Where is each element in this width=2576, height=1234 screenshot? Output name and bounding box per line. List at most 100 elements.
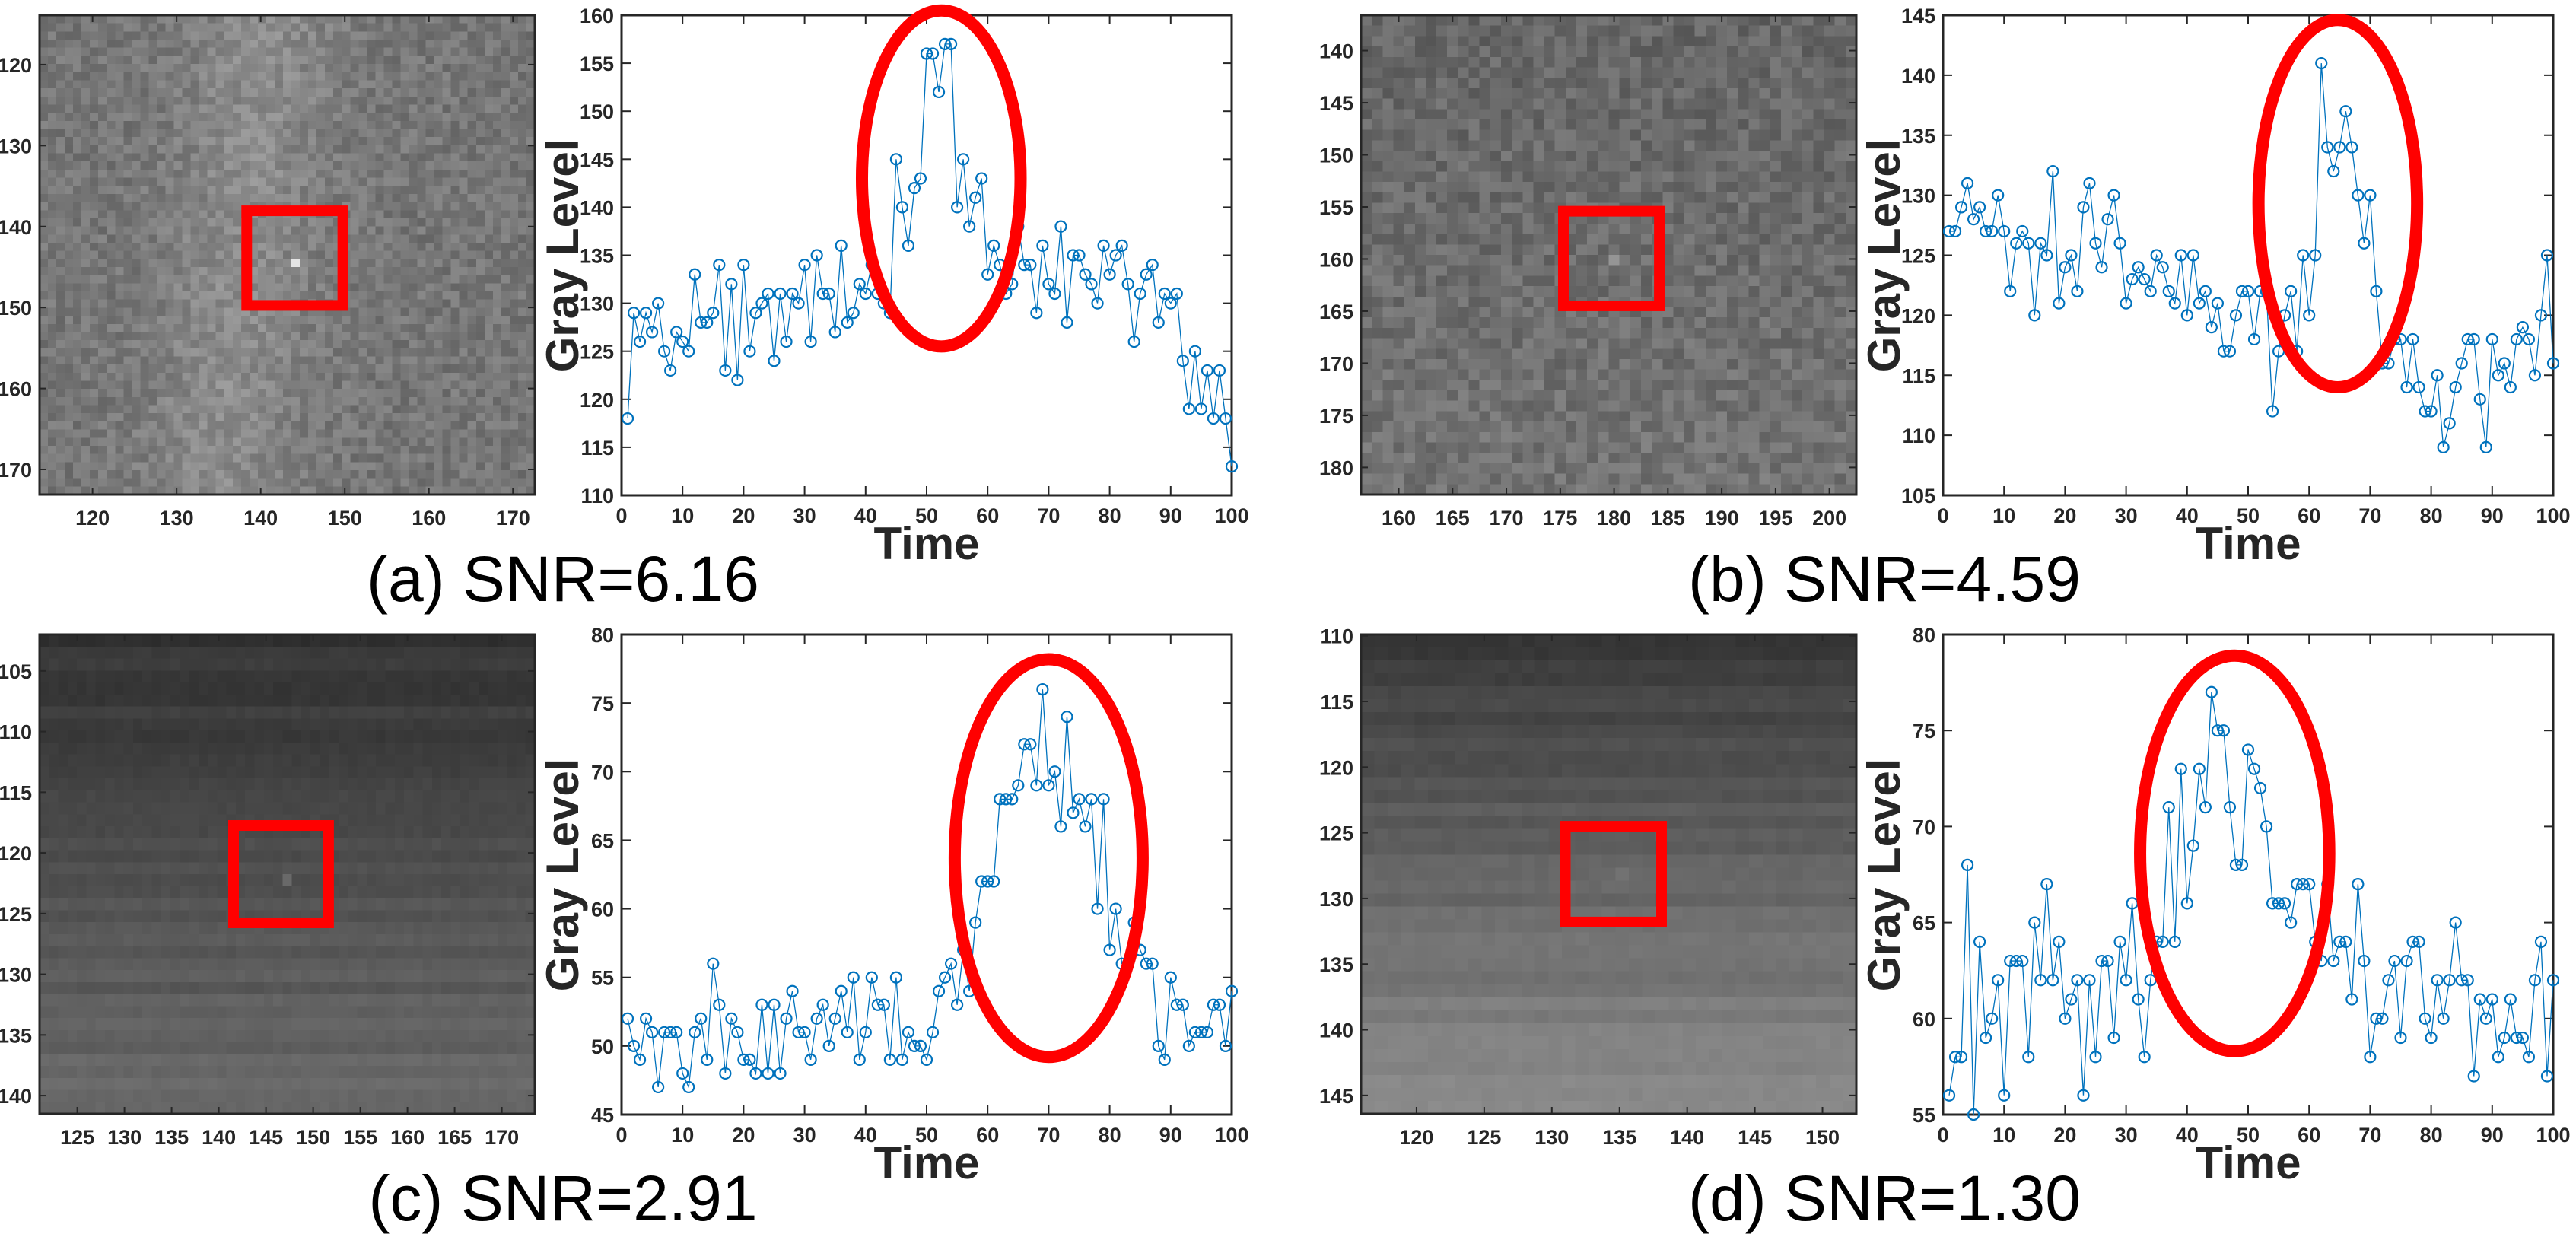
y-tick-label: 55 [1913, 1104, 1935, 1127]
y-tick-label: 135 [1901, 125, 1935, 148]
data-point [1998, 224, 2011, 238]
data-point [822, 287, 835, 301]
data-point [768, 355, 781, 367]
image-y-tick-label: 125 [0, 903, 32, 926]
data-point [725, 278, 738, 291]
data-point [822, 1039, 835, 1052]
image-y-tick-label: 160 [1319, 248, 1353, 271]
data-point [1188, 1026, 1201, 1038]
data-point [2443, 417, 2456, 430]
data-point [2217, 345, 2231, 358]
data-point [639, 1012, 653, 1025]
x-tick-label: 90 [2481, 504, 2504, 527]
data-point [2022, 1051, 2035, 1064]
image-y-tick-label: 165 [1319, 301, 1353, 323]
data-point [2546, 357, 2560, 370]
data-point [2455, 974, 2468, 987]
data-point [2168, 297, 2181, 310]
image-x-tick-label: 170 [1490, 507, 1524, 530]
image-y-tick-label: 130 [0, 135, 32, 157]
data-point [2101, 213, 2114, 226]
x-tick-label: 70 [1037, 504, 1060, 527]
data-point [645, 326, 659, 339]
data-point [1194, 1026, 1208, 1038]
x-tick-label: 20 [732, 504, 755, 527]
x-tick-label: 90 [2481, 1124, 2504, 1147]
data-point [707, 307, 720, 320]
data-point [2193, 297, 2206, 310]
data-point [889, 153, 903, 166]
data-point [1121, 278, 1134, 291]
data-point [2211, 297, 2224, 310]
x-tick-label: 0 [615, 1124, 627, 1147]
data-point [1225, 460, 1239, 473]
y-tick-label: 110 [580, 485, 614, 507]
image-y-tick-label: 110 [0, 721, 32, 744]
image-x-tick-label: 180 [1597, 507, 1631, 530]
data-point [762, 1067, 774, 1080]
x-tick-label: 70 [1037, 1124, 1060, 1147]
data-point [2285, 285, 2298, 297]
image-y-tick-label: 150 [0, 297, 32, 320]
infrared-image-d [1361, 634, 1856, 1114]
data-point [2534, 309, 2548, 322]
data-point [2022, 237, 2035, 250]
data-point [2303, 878, 2316, 891]
data-point [2345, 141, 2358, 154]
data-point [1115, 239, 1128, 252]
image-y-tick-label: 140 [0, 1085, 32, 1108]
data-point [841, 316, 854, 329]
data-point [2400, 380, 2413, 394]
data-point [2180, 309, 2193, 322]
data-point [2186, 839, 2199, 852]
data-point [2473, 993, 2486, 1006]
x-tick-label: 10 [1992, 1124, 2015, 1147]
data-point [664, 364, 677, 377]
data-point [774, 287, 787, 301]
data-point [932, 85, 946, 99]
data-point [2534, 935, 2548, 948]
data-point [701, 1053, 714, 1066]
data-point [689, 1026, 701, 1038]
data-point [719, 1067, 732, 1080]
data-point [2382, 974, 2395, 987]
data-point [1207, 412, 1220, 425]
data-point [658, 345, 671, 358]
data-point [737, 1053, 750, 1066]
data-point [1109, 249, 1122, 262]
data-point [938, 37, 952, 50]
data-point [664, 1026, 677, 1038]
data-point [1042, 779, 1055, 792]
data-point [713, 998, 726, 1011]
data-point [786, 984, 799, 997]
image-x-tick-label: 195 [1758, 507, 1792, 530]
image-x-tick-label: 160 [390, 1126, 425, 1149]
image-axes-box [38, 633, 536, 1115]
data-point [871, 998, 884, 1011]
data-point [841, 1026, 854, 1038]
data-point [2266, 405, 2279, 418]
data-point [1942, 1089, 1956, 1102]
x-tick-label: 50 [915, 1124, 938, 1147]
data-point [768, 998, 781, 1011]
x-tick-label: 70 [2358, 504, 2381, 527]
data-point [994, 793, 1007, 806]
target-box [1560, 821, 1667, 927]
data-point [969, 916, 982, 929]
x-tick-label: 60 [2298, 1124, 2320, 1147]
data-point [2053, 297, 2066, 310]
y-axis-label: Gray Level [537, 139, 588, 373]
data-point [2528, 369, 2542, 382]
data-point [2223, 801, 2237, 814]
data-point [2247, 332, 2261, 346]
image-y-tick-label: 175 [1319, 405, 1353, 428]
data-point [2241, 743, 2255, 756]
data-point [1097, 793, 1110, 806]
data-point [2406, 935, 2419, 948]
data-point [914, 1039, 927, 1052]
x-tick-label: 70 [2358, 1124, 2381, 1147]
data-point [847, 307, 860, 320]
y-tick-label: 120 [580, 389, 614, 412]
data-point [2010, 237, 2023, 250]
y-tick-label: 50 [591, 1035, 614, 1058]
